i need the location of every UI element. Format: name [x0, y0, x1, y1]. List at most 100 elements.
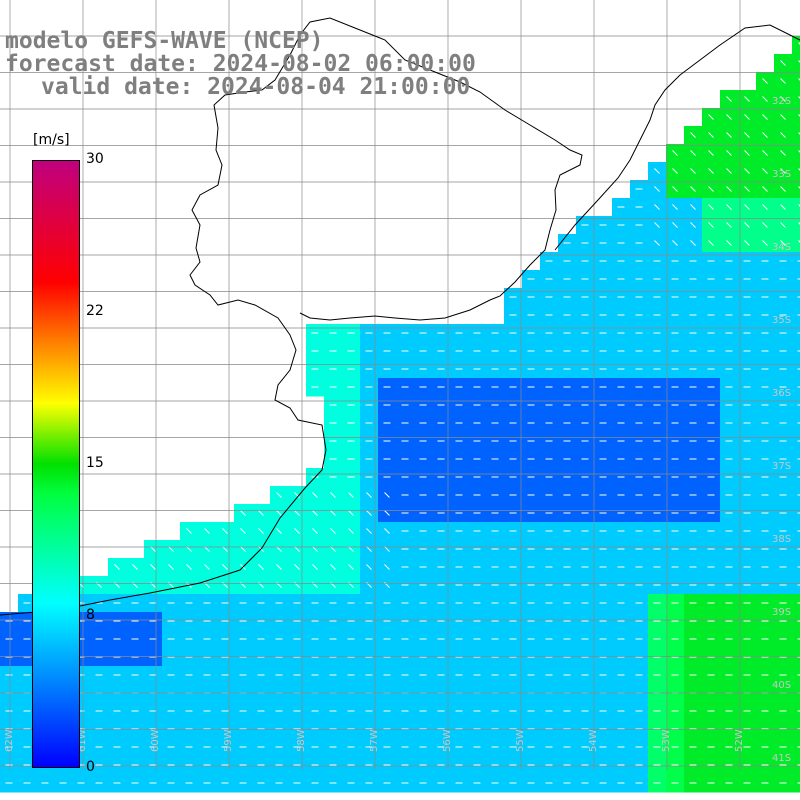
- wind-arrow: [312, 510, 318, 516]
- longitude-label: 55W: [515, 729, 526, 752]
- wind-arrow: [348, 510, 354, 516]
- wind-cell: [792, 198, 800, 217]
- wind-cell: [792, 234, 800, 253]
- wind-arrow: [114, 564, 120, 570]
- wind-arrow: [798, 186, 800, 189]
- wind-arrow: [798, 222, 800, 225]
- wind-cell: [792, 54, 800, 73]
- wind-arrow: [690, 204, 696, 210]
- latitude-label: 35S: [772, 315, 791, 326]
- longitude-label: 58W: [296, 729, 307, 752]
- model-title: modelo GEFS-WAVE (NCEP): [5, 28, 324, 54]
- wind-arrow: [762, 150, 768, 156]
- wind-arrow: [744, 240, 750, 246]
- latitude-label: 37S: [772, 461, 791, 472]
- wind-arrow: [798, 60, 800, 63]
- wind-arrow: [708, 222, 714, 228]
- wind-cell: [792, 90, 800, 109]
- wind-arrow: [762, 78, 768, 84]
- longitude-label: 56W: [442, 729, 453, 752]
- wind-cell: [792, 666, 800, 685]
- wind-arrow: [258, 510, 264, 516]
- wind-arrow: [276, 510, 282, 516]
- wind-arrow: [294, 528, 300, 534]
- wind-arrow: [672, 222, 678, 228]
- wind-arrow: [276, 528, 282, 534]
- wind-arrow: [366, 546, 372, 552]
- wind-arrow: [384, 492, 390, 498]
- wind-arrow: [132, 564, 138, 570]
- wind-arrow: [726, 186, 732, 192]
- wind-arrow: [762, 204, 768, 210]
- wind-arrow: [330, 510, 336, 516]
- wind-cell: [792, 630, 800, 649]
- wind-cell: [792, 576, 800, 595]
- wind-cell: [792, 504, 800, 523]
- wind-arrow: [276, 546, 282, 552]
- wind-arrow: [726, 132, 732, 138]
- wind-arrow: [744, 150, 750, 156]
- wind-cell: [792, 216, 800, 235]
- wind-arrow: [204, 546, 210, 552]
- wind-cell: [792, 540, 800, 559]
- wind-arrow: [762, 96, 768, 102]
- wind-arrow: [294, 510, 300, 516]
- wind-arrow: [384, 546, 390, 552]
- wind-arrow: [762, 114, 768, 120]
- wind-arrow: [348, 492, 354, 498]
- wind-cell: [792, 396, 800, 415]
- wind-arrow: [654, 222, 660, 228]
- wind-arrow: [276, 564, 282, 570]
- wind-arrow: [744, 204, 750, 210]
- latitude-label: 36S: [772, 388, 791, 399]
- wind-arrow: [240, 528, 246, 534]
- wind-arrow: [312, 546, 318, 552]
- wind-arrow: [744, 132, 750, 138]
- wind-arrow: [294, 492, 300, 498]
- wind-cell: [792, 252, 800, 271]
- wind-arrow: [780, 78, 786, 84]
- wind-arrow: [780, 132, 786, 138]
- wind-arrow: [798, 114, 800, 117]
- wind-arrow: [690, 222, 696, 228]
- longitude-label: 57W: [369, 729, 380, 752]
- wind-arrow: [708, 240, 714, 246]
- latitude-label: 33S: [772, 169, 791, 180]
- wind-arrow: [240, 510, 246, 516]
- longitude-label: 61W: [77, 729, 88, 752]
- wind-cell: [792, 360, 800, 379]
- wind-cell: [792, 180, 800, 199]
- wind-arrow: [384, 564, 390, 570]
- wind-arrow: [726, 204, 732, 210]
- wind-arrow: [240, 546, 246, 552]
- wind-arrow: [330, 528, 336, 534]
- wind-arrow: [726, 222, 732, 228]
- valid-date: valid date: 2024-08-04 21:00:00: [41, 74, 471, 100]
- wind-cell: [792, 378, 800, 397]
- wind-arrow: [780, 222, 786, 228]
- latitude-label: 32S: [772, 96, 791, 107]
- wind-arrow: [726, 150, 732, 156]
- longitude-labels: 62W 61W 60W 59W 58W 57W 56W 55W 54W 53W 52W: [4, 729, 745, 752]
- wind-arrow: [780, 168, 786, 174]
- wind-arrow: [258, 528, 264, 534]
- wind-cell: [792, 72, 800, 91]
- wind-arrow: [762, 240, 768, 246]
- wind-arrow: [186, 528, 192, 534]
- coastline: [0, 17, 583, 616]
- wind-arrow: [726, 240, 732, 246]
- wind-arrow: [186, 564, 192, 570]
- wind-arrow: [222, 546, 228, 552]
- latitude-label: 39S: [772, 607, 791, 618]
- wind-cell: [792, 522, 800, 541]
- wind-arrow: [348, 528, 354, 534]
- wind-arrows: [5, 42, 800, 784]
- wind-arrow: [330, 546, 336, 552]
- wind-arrow: [744, 168, 750, 174]
- wind-arrow: [330, 564, 336, 570]
- wind-arrow: [672, 150, 678, 156]
- wind-arrow: [708, 204, 714, 210]
- longitude-label: 54W: [588, 729, 599, 752]
- wind-arrow: [744, 96, 750, 102]
- coastline-north: [554, 24, 800, 251]
